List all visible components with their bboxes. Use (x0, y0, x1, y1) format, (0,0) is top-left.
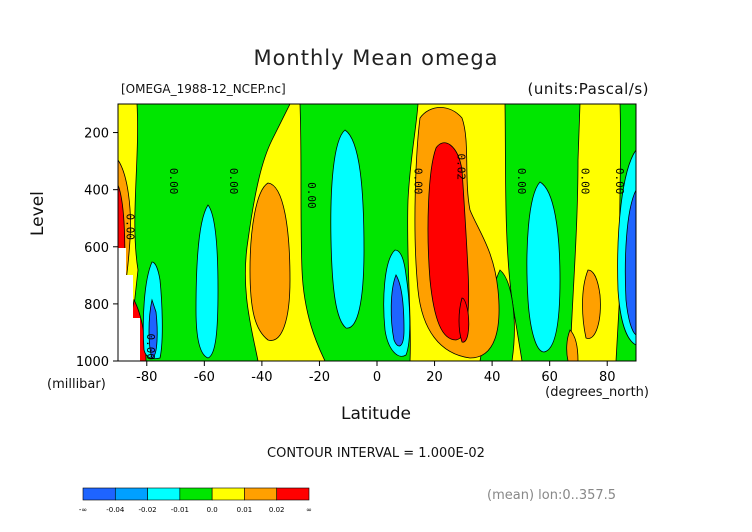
x-tick-group: -80 -60 -40 -20 0 20 40 60 80 (136, 361, 615, 385)
contour-region-cyan (330, 129, 365, 329)
contour-label-group: 0.00 0.00 0.00 0.00 0.00 0.00 0.02 0.00 0.00 0.00 (124, 154, 626, 360)
colorbar-swatch (147, 487, 181, 501)
colorbar-label: 0.0 (207, 506, 218, 514)
chart-title: Monthly Mean omega (253, 46, 499, 70)
contour-region-blue (148, 298, 158, 359)
y-tick-label: 800 (84, 298, 109, 313)
colorbar-swatch (244, 487, 278, 501)
contour-label: 0.00 (227, 168, 240, 195)
contour-region-cyan (195, 204, 219, 359)
colorbar-swatch (179, 487, 213, 501)
contour-fill-layer (118, 104, 636, 361)
colorbar-label: -0.04 (106, 506, 125, 514)
x-axis-units: (degrees_north) (545, 385, 649, 400)
contour-region-orange (566, 329, 579, 361)
contour-region-orange (582, 269, 601, 339)
x-tick-label: 0 (373, 370, 381, 385)
colorbar-swatch (276, 487, 310, 501)
mean-longitude-label: (mean) lon:0..357.5 (487, 488, 617, 503)
contour-label: 0.00 (578, 168, 591, 195)
contour-label: 0.00 (411, 168, 424, 195)
x-tick-label: 60 (541, 370, 558, 385)
colorbar-label: 0.01 (237, 506, 253, 514)
x-tick-label: -80 (136, 370, 157, 385)
contour-label: 0.00 (167, 168, 180, 195)
colorbar-label: -0.01 (171, 506, 189, 514)
x-tick-label: -20 (309, 370, 330, 385)
x-tick-label: 40 (484, 370, 501, 385)
colorbar-label: 0.02 (269, 506, 285, 514)
contour-label: 0.00 (124, 214, 137, 241)
colorbar: -∞ -0.04 -0.02 -0.01 0.0 0.01 0.02 ∞ (79, 487, 312, 514)
missing-data-region (118, 248, 140, 361)
colorbar-swatch (114, 487, 148, 501)
contour-label: 0.00 (515, 168, 528, 195)
x-tick-label: 80 (599, 370, 616, 385)
contour-label: 0.00 (613, 168, 626, 195)
x-tick-label: 20 (426, 370, 443, 385)
y-tick-group: 200 400 600 800 1000 (76, 127, 118, 370)
contour-label: 0.00 (144, 333, 157, 360)
y-axis-units: (millibar) (47, 377, 106, 392)
x-tick-label: -60 (194, 370, 215, 385)
colorbar-label: -∞ (79, 506, 87, 514)
y-tick-label: 600 (84, 241, 109, 256)
units-label: (units:Pascal/s) (527, 80, 649, 98)
colorbar-swatch (211, 487, 245, 501)
colorbar-swatch (82, 487, 116, 501)
x-axis-label: Latitude (341, 404, 411, 424)
y-tick-label: 1000 (76, 355, 109, 370)
contour-region-orange (249, 182, 291, 341)
colorbar-label: -0.02 (139, 506, 157, 514)
colorbar-label: ∞ (306, 506, 312, 514)
contour-region-blue (624, 189, 636, 336)
y-tick-label: 400 (84, 184, 109, 199)
contour-label: 0.00 (305, 182, 318, 209)
contour-region-red (458, 297, 470, 343)
y-tick-label: 200 (84, 127, 109, 142)
file-name-label: [OMEGA_1988-12_NCEP.nc] (121, 82, 286, 96)
contour-region-blue (390, 274, 405, 347)
contour-interval-label: CONTOUR INTERVAL = 1.000E-02 (267, 446, 485, 461)
x-tick-label: -40 (251, 370, 272, 385)
contour-label: 0.02 (455, 154, 468, 181)
contour-region-cyan (526, 181, 561, 353)
